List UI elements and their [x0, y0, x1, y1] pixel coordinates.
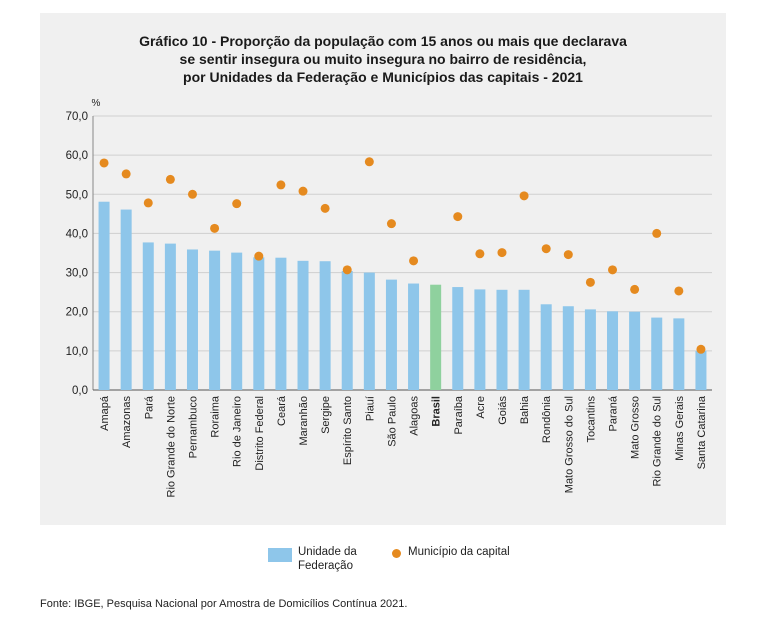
- capital-dot: [497, 248, 507, 258]
- bar: [408, 283, 420, 390]
- x-tick-label: Minas Gerais: [674, 396, 686, 461]
- y-tick-label: 50,0: [66, 189, 88, 201]
- bar: [363, 272, 375, 390]
- bar: [496, 289, 508, 390]
- x-tick-label: Acre: [475, 396, 487, 419]
- x-tick-label: Santa Catarina: [696, 395, 708, 469]
- x-tick-label: Amazonas: [121, 396, 133, 448]
- y-tick-label: 70,0: [66, 111, 88, 123]
- bar: [629, 311, 641, 390]
- capital-dot: [210, 223, 220, 233]
- bar: [319, 261, 331, 390]
- capital-dot: [232, 199, 242, 209]
- x-tick-label: Maranhão: [298, 396, 310, 446]
- capital-dot: [608, 265, 618, 275]
- bar: [540, 304, 552, 390]
- capital-dot: [674, 286, 684, 296]
- y-tick-label: 20,0: [66, 307, 88, 319]
- bar: [385, 279, 397, 390]
- bar: [695, 350, 707, 390]
- capital-dot: [652, 228, 662, 238]
- capital-dot: [99, 158, 109, 168]
- y-tick-label: 40,0: [66, 228, 88, 240]
- bar: [474, 289, 486, 390]
- x-tick-label: Rio de Janeiro: [232, 396, 244, 467]
- capital-dot: [364, 157, 374, 167]
- y-axis-unit: %: [92, 98, 101, 109]
- chart-title-line: Gráfico 10 - Proporção da população com …: [139, 33, 627, 49]
- x-tick-label: Pernambuco: [187, 396, 199, 458]
- bar: [120, 209, 132, 390]
- x-tick-label: Sergipe: [320, 396, 332, 434]
- x-tick-label: Ceará: [276, 395, 288, 426]
- capital-dot: [320, 203, 330, 213]
- y-tick-label: 60,0: [66, 150, 88, 162]
- bar: [164, 243, 176, 390]
- bar: [142, 242, 154, 390]
- capital-dot: [409, 256, 419, 266]
- y-tick-label: 10,0: [66, 346, 88, 358]
- x-tick-label: Distrito Federal: [254, 396, 266, 471]
- bar: [253, 257, 265, 390]
- x-tick-label: Goiás: [497, 396, 509, 425]
- x-tick-label: Piauí: [364, 396, 376, 421]
- x-tick-label: Alagoas: [409, 396, 421, 436]
- bar: [584, 309, 596, 390]
- chart-title: Gráfico 10 - Proporção da população com …: [40, 32, 726, 86]
- bar: [98, 201, 110, 390]
- y-tick-label: 30,0: [66, 268, 88, 280]
- x-tick-label: Mato Grosso do Sul: [563, 396, 575, 493]
- capital-dot: [143, 198, 153, 208]
- capital-dot: [630, 284, 640, 294]
- bar: [186, 249, 198, 390]
- capital-dot: [585, 277, 595, 287]
- bar: [231, 252, 243, 390]
- bar: [430, 284, 442, 390]
- y-tick-label: 0,0: [72, 385, 88, 397]
- capital-dot: [453, 212, 463, 222]
- bar: [275, 257, 287, 390]
- capital-dot: [696, 344, 706, 354]
- capital-dot: [386, 219, 396, 229]
- bar: [607, 311, 619, 390]
- source-note: Fonte: IBGE, Pesquisa Nacional por Amost…: [40, 598, 408, 610]
- capital-dot: [475, 249, 485, 259]
- bar: [518, 289, 530, 390]
- bar: [562, 306, 574, 390]
- x-tick-label: Mato Grosso: [630, 396, 642, 459]
- capital-dot: [342, 265, 352, 275]
- x-tick-label: Pará: [143, 395, 155, 419]
- bar: [341, 271, 353, 390]
- x-tick-label: Bahia: [519, 395, 531, 424]
- x-tick-label: Tocantins: [585, 396, 597, 443]
- capital-dot: [121, 169, 131, 179]
- capital-dot: [541, 244, 551, 254]
- x-tick-label: Brasil: [431, 396, 443, 427]
- capital-dot: [298, 186, 308, 196]
- capital-dot: [187, 189, 197, 199]
- x-tick-label: Paraíba: [453, 395, 465, 434]
- x-tick-label: Espírito Santo: [342, 396, 354, 465]
- bar: [651, 317, 663, 390]
- x-tick-label: São Paulo: [386, 396, 398, 447]
- x-tick-label: Rondônia: [541, 395, 553, 443]
- capital-dot: [165, 174, 175, 184]
- capital-dot: [519, 191, 529, 201]
- x-tick-label: Rio Grande do Sul: [652, 396, 664, 487]
- x-tick-label: Rio Grande do Norte: [165, 396, 177, 498]
- chart-title-line: por Unidades da Federação e Municípios d…: [183, 69, 583, 85]
- capital-dot: [254, 251, 264, 261]
- capital-dot: [276, 180, 286, 190]
- bar: [673, 318, 685, 390]
- bar: [452, 287, 464, 390]
- x-tick-label: Roraima: [210, 395, 222, 437]
- bar: [297, 260, 309, 390]
- x-tick-label: Amapá: [99, 395, 111, 431]
- x-tick-label: Paraná: [608, 395, 620, 431]
- capital-dot: [563, 250, 573, 260]
- bar: [209, 250, 221, 390]
- chart-title-line: se sentir insegura ou muito insegura no …: [179, 51, 587, 67]
